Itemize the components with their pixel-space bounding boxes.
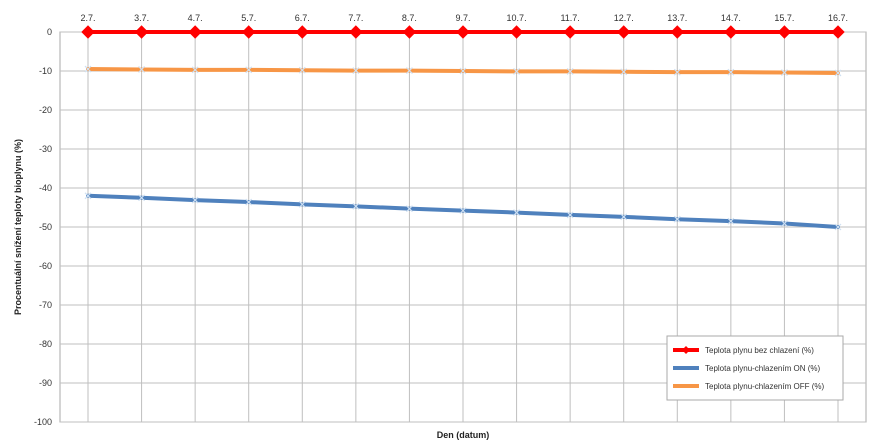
data-point-x (352, 67, 360, 75)
data-point-diamond (724, 25, 738, 39)
data-point-x (191, 196, 199, 204)
data-point-diamond (509, 25, 524, 39)
y-tick-label: -70 (39, 300, 52, 310)
data-point-x (673, 68, 681, 76)
legend-label: Teplota plynu bez chlazení (%) (705, 346, 814, 355)
data-point-x (84, 65, 92, 73)
x-tick-label: 2.7. (80, 13, 95, 23)
y-tick-label: -10 (39, 66, 52, 76)
x-tick-label: 8.7. (402, 13, 417, 23)
y-axis-title: Procentuální snížení teploty bioplynu (%… (13, 139, 23, 315)
series-0 (81, 25, 845, 39)
data-point-x (727, 217, 735, 225)
data-point-x (834, 69, 842, 77)
x-tick-label: 11.7. (560, 13, 579, 23)
data-point-x (459, 67, 467, 75)
x-tick-label: 14.7. (721, 13, 741, 23)
data-point-x (84, 192, 92, 200)
series-layer (81, 25, 845, 231)
x-tick-label: 9.7. (455, 13, 470, 23)
x-tick-label: 16.7. (828, 13, 848, 23)
data-point-x (513, 67, 520, 75)
data-point-x (245, 198, 253, 206)
data-point-x (513, 209, 520, 216)
x-tick-label: 10.7. (507, 13, 527, 23)
data-point-diamond (670, 25, 684, 39)
data-point-x (298, 66, 306, 74)
x-tick-label: 12.7. (614, 13, 634, 23)
legend-item: Teplota plynu bez chlazení (%) (673, 346, 814, 355)
x-tick-label: 6.7. (295, 13, 310, 23)
legend-label: Teplota plynu-chlazením ON (%) (705, 364, 820, 373)
x-axis-title: Den (datum) (437, 430, 490, 440)
x-tick-label: 3.7. (134, 13, 149, 23)
legend-item: Teplota plynu-chlazením ON (%) (673, 364, 820, 373)
data-point-x (566, 211, 574, 219)
y-tick-label: -30 (39, 144, 52, 154)
legend-item: Teplota plynu-chlazením OFF (%) (673, 382, 824, 391)
x-tick-label: 4.7. (188, 13, 203, 23)
legend-label: Teplota plynu-chlazením OFF (%) (705, 382, 824, 391)
data-point-x (781, 69, 788, 76)
y-tick-label: -20 (39, 105, 52, 115)
data-point-x (138, 194, 145, 202)
data-point-x (406, 205, 413, 213)
data-point-diamond (242, 25, 256, 39)
data-point-x (781, 220, 788, 227)
y-tick-label: -40 (39, 183, 52, 193)
data-point-diamond (188, 25, 202, 39)
x-tick-label: 13.7. (667, 13, 687, 23)
y-tick-label: -90 (39, 378, 52, 388)
data-point-x (138, 66, 145, 73)
data-point-diamond (563, 25, 577, 39)
data-point-diamond (134, 25, 149, 39)
data-point-diamond (456, 25, 470, 39)
y-tick-label: -60 (39, 261, 52, 271)
series-1 (84, 192, 842, 231)
data-point-x (620, 213, 628, 221)
data-point-x (191, 66, 199, 74)
y-tick-label: 0 (47, 27, 52, 37)
data-point-diamond (777, 25, 792, 39)
x-tick-labels: 2.7. 3.7. 4.7. 5.7. 6.7. 7.7. 8.7. 9.7. 10.7. 11.… (80, 13, 848, 23)
x-tick-label: 5.7. (241, 13, 256, 23)
y-tick-label: -50 (39, 222, 52, 232)
data-point-x (727, 68, 735, 76)
data-point-x (245, 66, 253, 74)
series-2 (84, 65, 842, 77)
data-point-x (298, 200, 306, 208)
legend-marker (682, 346, 690, 354)
data-point-x (406, 67, 413, 75)
data-point-x (673, 215, 681, 223)
data-point-diamond (295, 25, 309, 39)
data-point-diamond (402, 25, 417, 39)
x-tick-label: 15.7. (774, 13, 794, 23)
x-tick-label: 7.7. (348, 13, 363, 23)
data-point-x (566, 67, 574, 75)
data-point-x (352, 202, 360, 210)
data-point-diamond (349, 25, 363, 39)
data-point-x (834, 223, 842, 231)
data-point-diamond (831, 25, 845, 39)
data-point-x (620, 68, 628, 76)
y-tick-label: -80 (39, 339, 52, 349)
data-point-diamond (617, 25, 631, 39)
legend: Teplota plynu bez chlazení (%) Teplota pl… (666, 335, 844, 401)
data-point-diamond (81, 25, 95, 39)
y-tick-labels: 0 -10 -20 -30 -40 -50 -60 -70 -80 -90 -100 (34, 27, 52, 427)
data-point-x (459, 207, 467, 215)
y-tick-label: -100 (34, 417, 52, 427)
